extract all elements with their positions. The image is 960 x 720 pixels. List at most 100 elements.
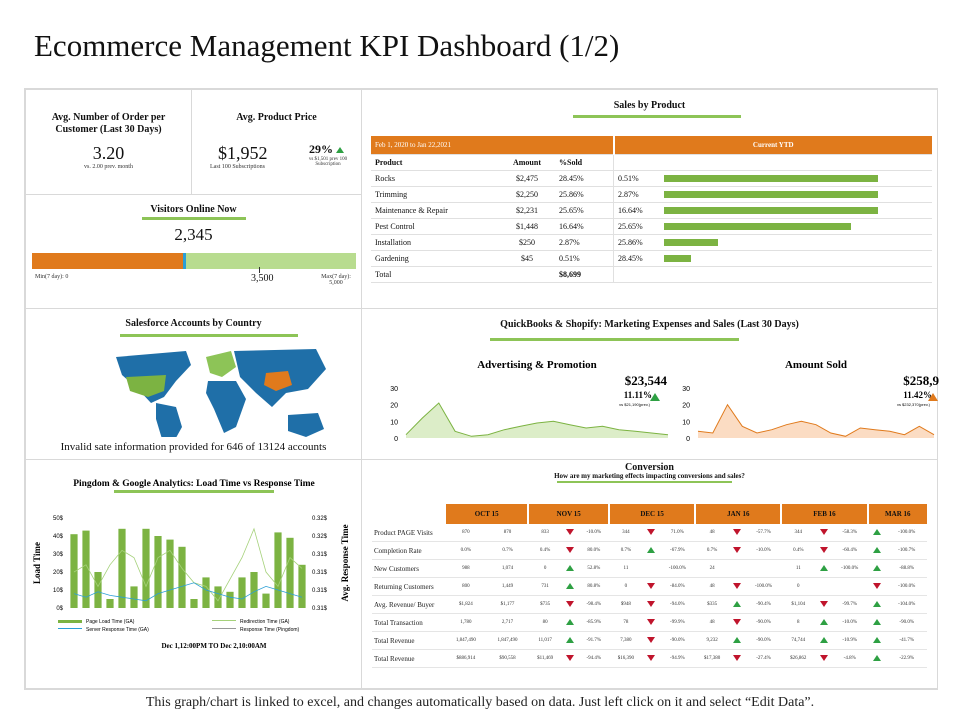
conversion-cell-value: $735 (528, 595, 562, 614)
conversion-cell-value: $335 (695, 595, 730, 614)
area-chart-title: Amount Sold (785, 359, 847, 371)
conversion-cell-value: $1,104 (781, 595, 816, 614)
conversion-cell-arrow (867, 649, 887, 668)
sales-product-name: Installation (371, 234, 499, 251)
area-chart-big-value: $23,544 (625, 373, 668, 388)
up-arrow-icon (819, 618, 828, 625)
sales-bar-label: 0.51% (613, 170, 660, 187)
y-tick-label: 40$ (53, 534, 64, 540)
sales-bar (664, 174, 878, 182)
quickbooks-charts: Advertising & Promotion $23,544 11.11% vs $… (390, 359, 939, 443)
world-map (116, 349, 326, 437)
sales-percent-sold: 16.64% (555, 218, 614, 235)
conversion-cell-change: -94.9% (659, 649, 696, 668)
load-time-bar (130, 586, 138, 608)
y-tick-label: 20 (390, 403, 398, 410)
conversion-cell-arrow (642, 577, 660, 596)
conversion-cell-change (745, 559, 782, 578)
up-arrow-icon (733, 600, 742, 607)
down-arrow-icon (872, 582, 881, 589)
map-usa (126, 375, 166, 397)
conversion-row: Completion Rate 0.0% 0.7% 0.4% 80.0% 0.7% -67.… (372, 541, 927, 560)
conversion-cell-change: -100.0% (831, 559, 868, 578)
y-tick-label: 10 (390, 419, 398, 426)
down-arrow-icon (733, 582, 742, 589)
sales-bar (664, 254, 691, 262)
conversion-cell-change: -4.8% (831, 649, 868, 668)
sales-bar-cell (660, 234, 932, 251)
sales-bar (664, 222, 851, 230)
sales-bar-label: 16.64% (613, 202, 660, 219)
sales-row: Gardening $45 0.51% 28.45% (371, 250, 932, 267)
conversion-cell-arrow (815, 631, 832, 650)
sales-amount: $2,475 (499, 170, 555, 187)
conversion-cell-value: $11,469 (528, 649, 562, 668)
sales-row: Rocks $2,475 28.45% 0.51% (371, 170, 932, 187)
conversion-cell-change: -99.9% (659, 613, 696, 632)
conversion-cell-value: 1,847,490 (445, 631, 487, 650)
conversion-cell-arrow (815, 613, 832, 632)
visitors-gauge-fill (32, 253, 184, 269)
down-arrow-icon (819, 546, 828, 553)
conversion-cell-value: $886,914 (445, 649, 487, 668)
conversion-cell-value: 11,017 (528, 631, 562, 650)
area-chart-pct: 11.11% (624, 390, 652, 400)
y2-tick-label: 0.31$ (312, 570, 328, 576)
conversion-row-label: Returning Customers (372, 577, 445, 596)
load-time-bar (202, 577, 210, 608)
kpi-orders-label: Avg. Number of Order per Customer (Last … (51, 112, 166, 135)
load-time-bar (106, 599, 114, 608)
conversion-cell-change: -90.0% (886, 613, 927, 632)
sales-by-product-panel: Sales by Product Feb 1, 2020 to Jan 22,2… (361, 89, 938, 309)
conversion-cell-value: 48 (695, 577, 730, 596)
conversion-corner (372, 504, 445, 524)
conversion-cell-change: -94.4% (578, 649, 609, 668)
conversion-cell-value: 0.0% (445, 541, 487, 560)
conversion-cell-value: 11 (781, 559, 816, 578)
conversion-cell-value: 344 (608, 524, 643, 542)
down-arrow-icon (733, 528, 742, 535)
conversion-cell-value: $26,862 (781, 649, 816, 668)
y-tick-label: 10 (682, 419, 690, 426)
conversion-cell-value: 24 (695, 559, 730, 578)
down-arrow-icon (733, 618, 742, 625)
load-time-bar (262, 593, 270, 608)
kpi-orders-panel: Avg. Number of Order per Customer (Last … (25, 89, 192, 195)
conversion-cell-change: $90,558 (486, 649, 529, 668)
conversion-cell-value: 11 (608, 559, 643, 578)
conversion-cell-change: -85.9% (578, 613, 609, 632)
y-axis-label: Load Time (32, 542, 42, 584)
conversion-cell-change: -10.9% (831, 631, 868, 650)
conversion-cell-change: -94.0% (659, 595, 696, 614)
y-tick-label: 0$ (56, 606, 63, 612)
legend-swatch (58, 620, 82, 623)
conversion-row: Total Transaction 1,780 2,717 80 -85.9% 78 -99… (372, 613, 927, 632)
conversion-cell-value: 0.7% (695, 541, 730, 560)
map-africa (206, 381, 246, 433)
conversion-cell-value: $1,824 (445, 595, 487, 614)
conversion-cell-change: 52.8% (578, 559, 609, 578)
footer-note: This graph/chart is linked to excel, and… (145, 695, 815, 710)
conversion-cell-arrow (815, 559, 832, 578)
up-arrow-icon (733, 636, 742, 643)
sales-date-range: Feb 1, 2020 to Jan 22,2021 (371, 136, 615, 155)
sales-by-product-table: Feb 1, 2020 to Jan 22,2021 Current YTD P… (371, 136, 932, 283)
conversion-cell-arrow (729, 524, 746, 542)
conversion-row-label: Product PAGE Visits (372, 524, 445, 542)
conversion-cell-arrow (561, 595, 579, 614)
load-time-bar (166, 539, 174, 608)
sales-amount: $2,250 (499, 186, 555, 203)
down-arrow-icon (566, 528, 575, 535)
area-chart-pct: 11.42% (903, 390, 932, 400)
load-time-bar (214, 586, 222, 608)
sales-header-product: Product (371, 154, 499, 171)
down-arrow-icon (647, 582, 656, 589)
y2-tick-label: 0.32$ (312, 516, 328, 522)
conversion-cell-change: 80.0% (578, 541, 609, 560)
sales-bar (664, 190, 878, 198)
conversion-cell-change: -90.0% (745, 613, 782, 632)
conversion-row: Returning Customers 800 1,449 731 80.8% 0 -84.… (372, 577, 927, 596)
legend-swatch (58, 628, 82, 629)
conversion-cell-value: 0.7% (608, 541, 643, 560)
sales-bar (664, 206, 878, 214)
